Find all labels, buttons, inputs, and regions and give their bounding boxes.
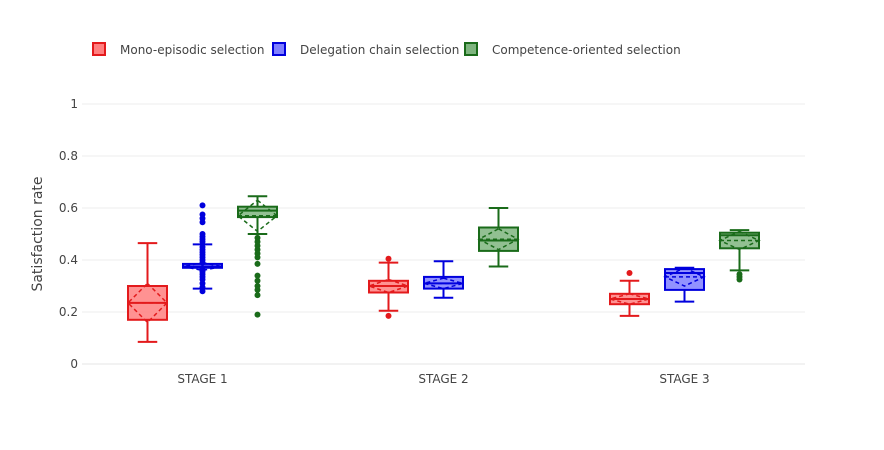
sd-diamond <box>182 261 223 272</box>
x-tick-label: STAGE 3 <box>659 372 709 386</box>
y-tick-label: 0 <box>70 357 78 371</box>
plot-area <box>126 195 761 343</box>
y-tick-label: 0.2 <box>59 305 78 319</box>
outlier-point <box>254 272 261 279</box>
legend-item: Mono-episodic selection <box>92 42 264 57</box>
outlier-point <box>385 255 392 262</box>
outlier-point <box>254 260 261 267</box>
sd-diamond <box>663 266 706 287</box>
gridlines <box>82 103 805 365</box>
outlier-point <box>199 211 206 218</box>
x-tick-label: STAGE 1 <box>177 372 227 386</box>
outlier-point <box>385 312 392 319</box>
legend-swatch <box>92 42 106 56</box>
box-mono-episodic-selectionstage-2 <box>366 255 411 319</box>
legend-label: Mono-episodic selection <box>120 43 264 57</box>
y-tick-label: 1 <box>70 97 78 111</box>
box-competence-oriented-selectionstage-2 <box>477 207 520 268</box>
outlier-point <box>254 292 261 299</box>
x-tick-label: STAGE 2 <box>418 372 468 386</box>
legend-item: Delegation chain selection <box>272 42 459 57</box>
box-competence-oriented-selectionstage-1 <box>236 195 279 318</box>
box-iqr <box>664 268 705 291</box>
outlier-point <box>736 271 743 278</box>
outlier-point <box>199 266 206 273</box>
legend-item: Competence-oriented selection <box>464 42 681 57</box>
sd-diamond <box>236 199 279 233</box>
outlier-point <box>254 234 261 241</box>
box-iqr <box>478 226 519 252</box>
outlier-point <box>199 244 206 250</box>
box-mono-episodic-selectionstage-1 <box>126 242 169 343</box>
box-delegation-chain-selectionstage-1 <box>182 202 223 295</box>
outlier-point <box>254 283 261 289</box>
legend-swatch <box>464 42 478 56</box>
legend-label: Competence-oriented selection <box>492 43 681 57</box>
legend-swatch <box>272 42 286 56</box>
box-delegation-chain-selectionstage-2 <box>421 260 466 299</box>
y-tick-label: 0.8 <box>59 149 78 163</box>
sd-diamond <box>477 227 520 251</box>
outlier-point <box>199 202 206 209</box>
box-delegation-chain-selectionstage-3 <box>663 266 706 303</box>
sd-diamond <box>718 230 761 251</box>
sd-diamond <box>126 282 169 324</box>
box-mono-episodic-selectionstage-3 <box>607 270 652 317</box>
y-axis-ticks: 0 0.2 0.4 0.6 0.8 1 <box>59 97 78 371</box>
legend: Mono-episodic selection Delegation chain … <box>92 42 681 57</box>
legend-label: Delegation chain selection <box>300 43 459 57</box>
y-tick-label: 0.4 <box>59 253 78 267</box>
outlier-point <box>199 231 206 237</box>
box-competence-oriented-selectionstage-3 <box>718 229 761 283</box>
outlier-point <box>254 311 261 318</box>
outlier-point <box>254 277 261 284</box>
x-axis-ticks: STAGE 1 STAGE 2 STAGE 3 <box>177 372 709 386</box>
box-iqr <box>237 205 278 219</box>
y-tick-label: 0.6 <box>59 201 78 215</box>
y-axis-title: Satisfaction rate <box>30 176 46 291</box>
outlier-point <box>626 270 633 276</box>
